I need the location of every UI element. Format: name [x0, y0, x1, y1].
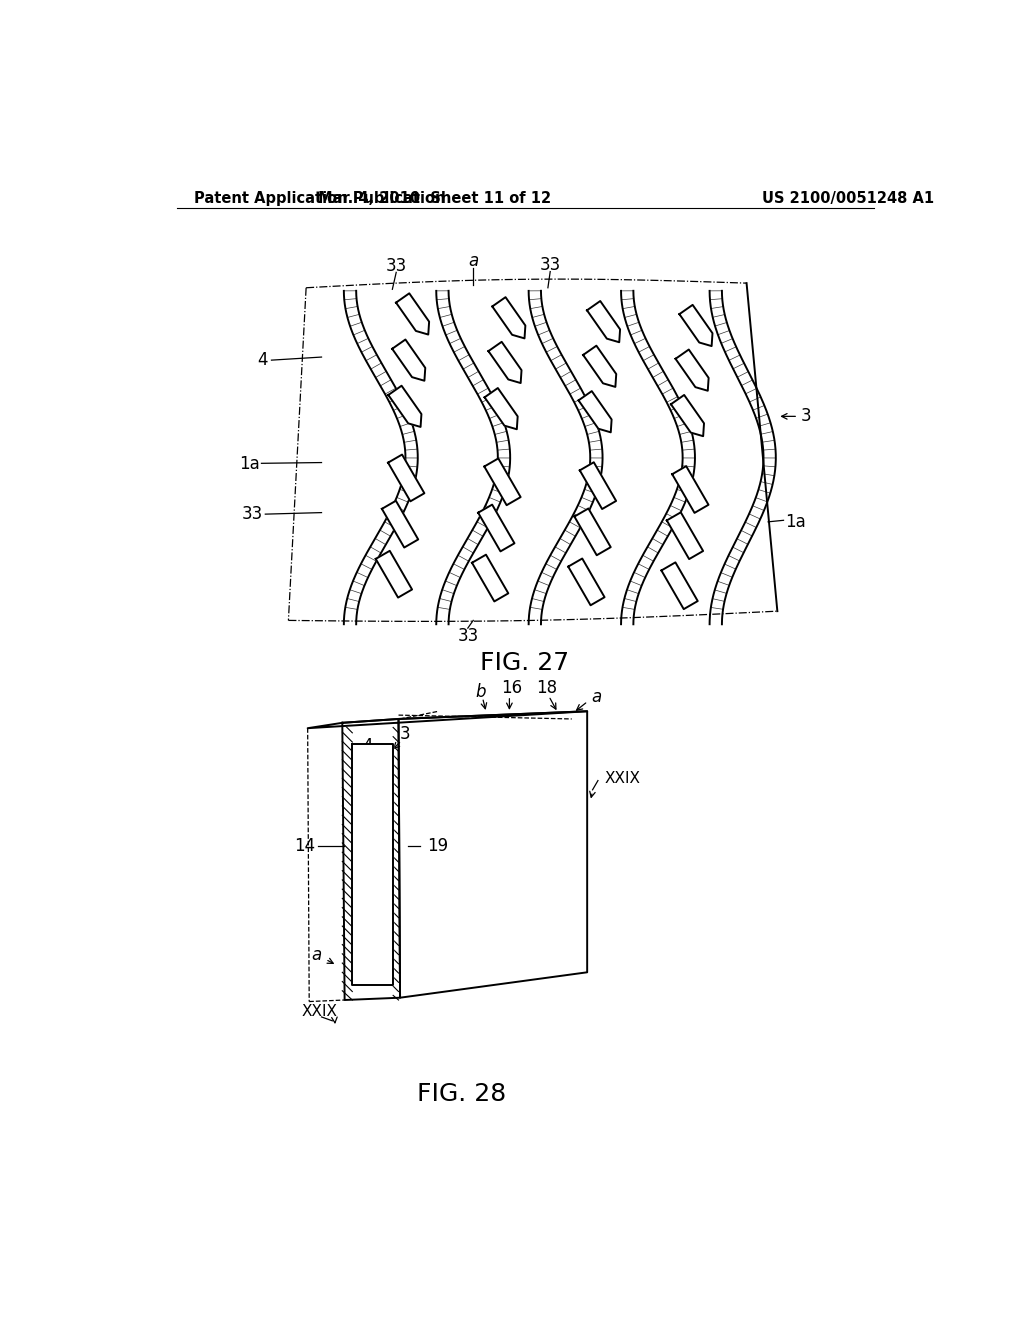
Text: XXIX: XXIX — [301, 1005, 337, 1019]
Polygon shape — [396, 293, 429, 334]
Polygon shape — [574, 508, 610, 556]
Polygon shape — [382, 500, 418, 548]
Text: 4: 4 — [258, 351, 268, 370]
Polygon shape — [672, 466, 709, 513]
Text: 33: 33 — [242, 506, 263, 523]
Polygon shape — [376, 550, 412, 598]
Text: a: a — [311, 946, 322, 965]
Text: Mar. 4, 2010  Sheet 11 of 12: Mar. 4, 2010 Sheet 11 of 12 — [318, 191, 551, 206]
Text: 18: 18 — [536, 680, 557, 697]
Polygon shape — [667, 512, 703, 560]
Text: 33: 33 — [457, 627, 478, 644]
Text: 4: 4 — [362, 737, 373, 755]
Polygon shape — [493, 297, 525, 338]
Polygon shape — [676, 350, 709, 391]
Polygon shape — [342, 719, 400, 1001]
Text: b: b — [476, 682, 486, 701]
Text: a: a — [468, 252, 478, 269]
Text: 33: 33 — [386, 257, 407, 275]
Text: 14: 14 — [294, 837, 315, 855]
Text: a: a — [591, 689, 601, 706]
Text: FIG. 28: FIG. 28 — [417, 1082, 506, 1106]
Polygon shape — [679, 305, 713, 346]
Polygon shape — [568, 558, 604, 606]
Polygon shape — [398, 711, 587, 998]
Text: US 2100/0051248 A1: US 2100/0051248 A1 — [762, 191, 934, 206]
Polygon shape — [587, 301, 621, 342]
Polygon shape — [352, 744, 393, 985]
Polygon shape — [484, 388, 518, 429]
Polygon shape — [478, 504, 514, 552]
Text: 33: 33 — [540, 256, 561, 273]
Polygon shape — [307, 711, 587, 729]
Polygon shape — [484, 458, 520, 506]
Text: 1a: 1a — [240, 455, 260, 473]
Text: XXIX: XXIX — [604, 771, 640, 785]
Text: 19: 19 — [427, 837, 449, 855]
Polygon shape — [579, 391, 611, 433]
Polygon shape — [392, 339, 425, 380]
Text: FIG. 27: FIG. 27 — [480, 651, 569, 675]
Text: b: b — [361, 958, 372, 975]
Text: 16: 16 — [501, 680, 522, 697]
Polygon shape — [662, 562, 697, 609]
Polygon shape — [388, 385, 422, 426]
Text: 3: 3 — [400, 726, 411, 743]
Polygon shape — [671, 395, 705, 436]
Text: 3: 3 — [801, 408, 811, 425]
Text: Patent Application Publication: Patent Application Publication — [194, 191, 445, 206]
Text: 1a: 1a — [785, 513, 806, 531]
Polygon shape — [583, 346, 616, 387]
Polygon shape — [472, 554, 508, 602]
Polygon shape — [488, 342, 521, 383]
Polygon shape — [388, 454, 424, 502]
Polygon shape — [580, 462, 616, 510]
